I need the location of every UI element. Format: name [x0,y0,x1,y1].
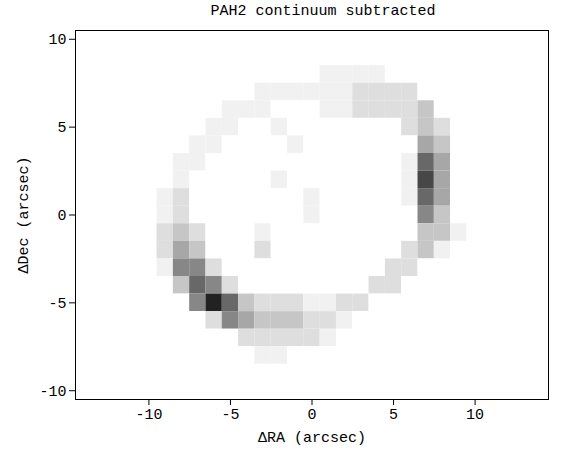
svg-text:10: 10 [48,32,66,49]
svg-text:0: 0 [307,407,316,424]
svg-text:10: 10 [466,407,484,424]
svg-text:-5: -5 [48,296,66,313]
svg-text:ΔDec (arcsec): ΔDec (arcsec) [16,156,33,273]
html-text:PAH2 continuum subtracted: PAH2 continuum subtracted [210,3,436,20]
svg-text:-10: -10 [135,407,162,424]
svg-text:-10: -10 [39,384,66,401]
svg-text:5: 5 [389,407,398,424]
svg-text:5: 5 [57,120,66,137]
svg-text:-5: -5 [221,407,239,424]
svg-text:0: 0 [57,208,66,225]
svg-text:ΔRA (arcsec): ΔRA (arcsec) [258,430,366,447]
